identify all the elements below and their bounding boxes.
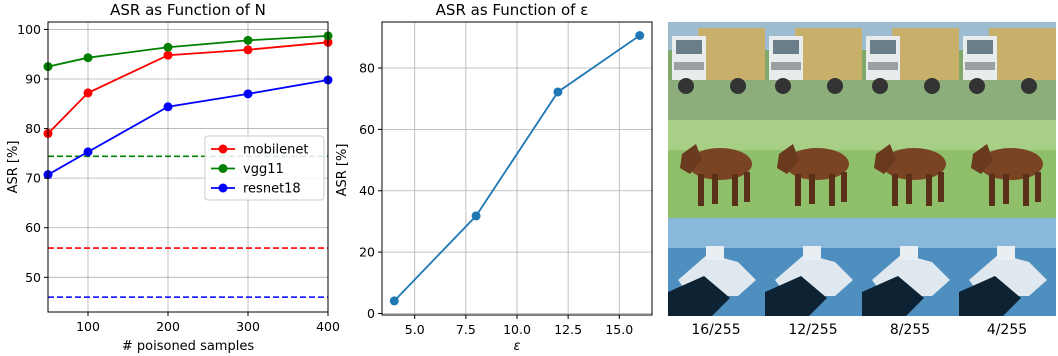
chart1-baselines	[48, 155, 328, 298]
data-point-mobilenet	[83, 88, 93, 98]
legend-swatch-marker	[218, 144, 228, 154]
chart2-grid	[382, 22, 652, 315]
y-tick-label: 60	[359, 122, 375, 137]
data-point	[553, 87, 563, 97]
legend-frame	[204, 135, 325, 201]
y-tick-label: 80	[25, 121, 41, 136]
data-point-resnet18	[243, 89, 253, 99]
data-point-resnet18	[163, 102, 173, 112]
charts-area: ASR as Function of N 100 200 300 400 506070…	[6, 1, 653, 354]
x-tick-label: 10.0	[503, 322, 531, 337]
chart1-legend: mobilenet vgg11 resnet18	[204, 135, 325, 201]
chart2-title: ASR as Function of ε	[436, 1, 589, 19]
image-ship-3	[862, 218, 959, 316]
y-tick-label: 60	[25, 220, 41, 235]
data-point-resnet18	[83, 147, 93, 157]
y-tick-label: 90	[25, 72, 41, 87]
chart1-y-label: ASR [%]	[6, 141, 21, 194]
image-horse-1	[668, 120, 765, 218]
x-tick-label: 12.5	[554, 322, 582, 337]
series-line	[393, 34, 641, 302]
y-tick-label: 0	[367, 306, 375, 321]
image-truck-4	[959, 22, 1056, 120]
data-point	[389, 296, 399, 306]
data-point-vgg11	[243, 35, 253, 45]
chart2-x-label: ε	[513, 339, 520, 354]
chart2-y-label: ASR [%]	[335, 144, 350, 197]
x-tick-label: 400	[316, 319, 340, 334]
x-tick-label: 300	[236, 319, 260, 334]
chart2-y-ticks: 0 20 40 60 80	[359, 61, 382, 321]
image-horse-3	[862, 120, 959, 218]
chart2-series	[389, 30, 645, 306]
image-ship-4	[959, 218, 1056, 316]
data-point-vgg11	[163, 42, 173, 52]
caption-epsilon: 12/255	[788, 322, 838, 338]
y-tick-label: 40	[359, 183, 375, 198]
legend-label-resnet18: resnet18	[243, 182, 301, 197]
caption-epsilon: 4/255	[986, 322, 1028, 338]
chart1-x-label: # poisoned samples	[122, 339, 254, 354]
image-truck-2	[765, 22, 862, 120]
image-ship-1	[668, 218, 765, 316]
legend-label-mobilenet: mobilenet	[243, 143, 308, 158]
data-point-mobilenet	[243, 45, 253, 55]
caption-epsilon: 8/255	[889, 322, 931, 338]
x-tick-label: 5.0	[405, 322, 425, 337]
chart1-x-ticks: 100 200 300 400	[76, 312, 340, 334]
image-ship-2	[765, 218, 862, 316]
x-tick-label: 100	[76, 319, 100, 334]
x-tick-label: 200	[156, 319, 180, 334]
x-tick-label: 7.5	[456, 322, 476, 337]
poisoned-image-grid: 16/255 12/255 8/255 4/255	[668, 22, 1058, 356]
y-tick-label: 80	[359, 61, 375, 76]
data-point	[471, 211, 481, 221]
caption-epsilon: 16/255	[691, 322, 741, 338]
y-tick-label: 50	[25, 270, 41, 285]
y-tick-label: 100	[17, 22, 41, 37]
chart1-title: ASR as Function of N	[110, 1, 266, 19]
image-truck-1	[668, 22, 765, 120]
series-line-vgg11	[47, 34, 329, 68]
y-tick-label: 70	[25, 171, 41, 186]
chart-asr-vs-n: ASR as Function of N 100 200 300 400 50 60 70…	[6, 1, 340, 354]
image-horse-2	[765, 120, 862, 218]
chart1-plot-frame	[47, 21, 329, 313]
chart2-x-ticks: 5.0 7.5 10.0 12.5 15.0	[405, 315, 633, 337]
data-point-mobilenet	[163, 50, 173, 60]
legend-swatch-marker	[218, 183, 228, 193]
y-tick-label: 20	[359, 245, 375, 260]
legend-label-vgg11: vgg11	[243, 162, 284, 177]
chart-asr-vs-epsilon: ASR as Function of ε 5.0 7.5 10.0 12.5 15.0 …	[335, 1, 653, 354]
image-truck-3	[862, 22, 959, 120]
legend-swatch-marker	[218, 164, 228, 173]
image-horse-4	[959, 120, 1056, 218]
x-tick-label: 15.0	[605, 322, 633, 337]
data-point	[635, 30, 645, 40]
chart1-y-ticks: 50 60 70 80 90 100	[17, 22, 48, 285]
data-point-vgg11	[83, 53, 93, 63]
chart1-series	[43, 31, 333, 180]
